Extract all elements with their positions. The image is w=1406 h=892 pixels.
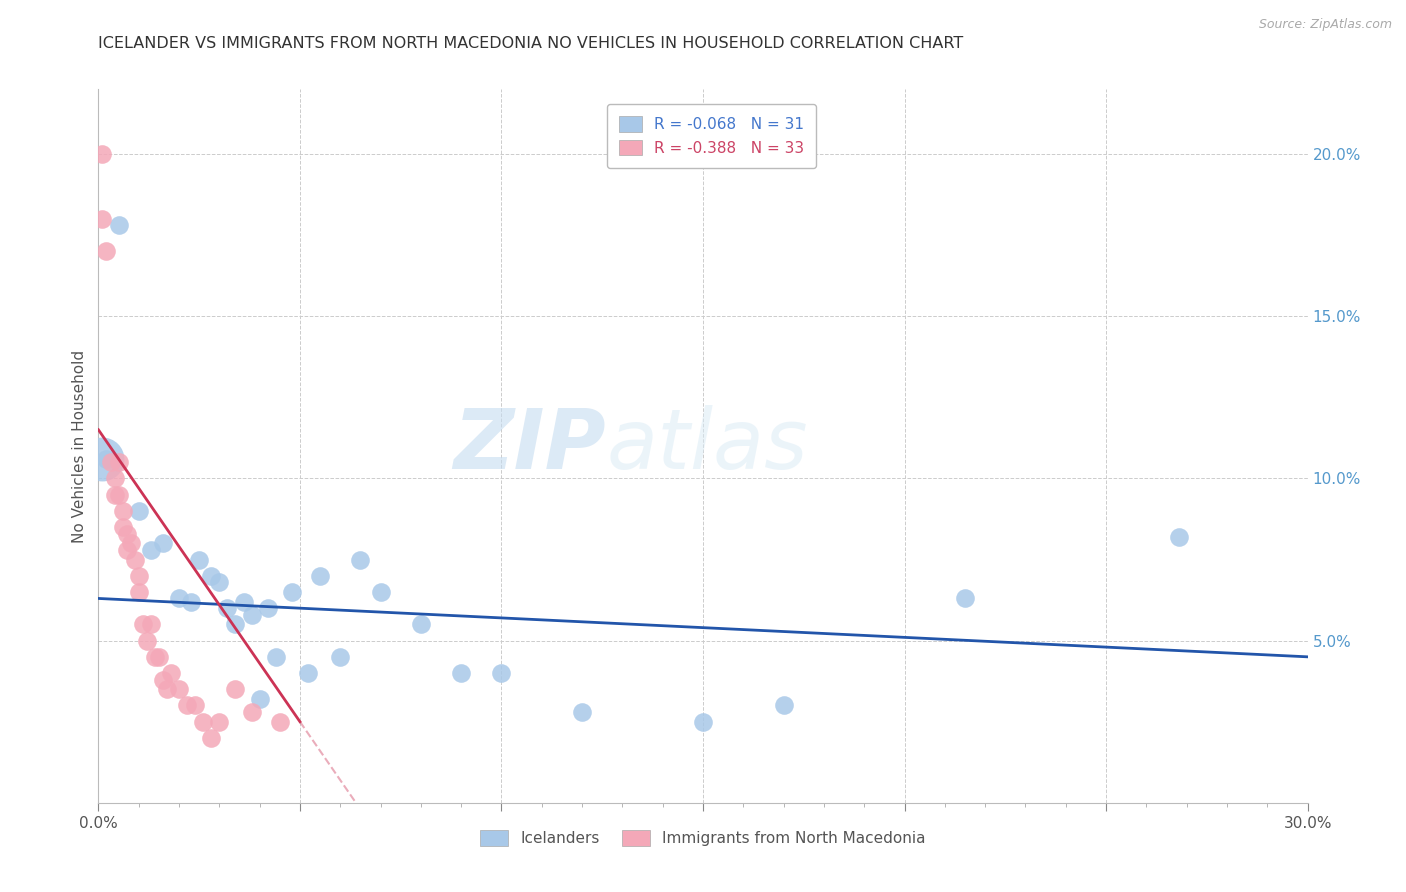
Point (139, 542, 162, 557)
Point (450, 666, 472, 681)
Point (107, 455, 129, 469)
Point (208, 714, 231, 729)
Point (111, 504, 134, 518)
Point (148, 649, 170, 664)
Point (297, 666, 319, 681)
Point (217, 601, 239, 615)
Point (96, 452, 118, 467)
Point (309, 568, 332, 582)
Point (224, 617, 246, 632)
Point (120, 536, 142, 550)
Point (103, 471, 125, 485)
Point (281, 585, 304, 599)
Point (224, 682, 246, 697)
Point (107, 488, 129, 502)
Point (329, 649, 352, 664)
Point (491, 666, 513, 681)
Point (111, 520, 134, 534)
Point (953, 591, 976, 606)
Point (264, 649, 287, 664)
Point (184, 698, 207, 713)
Point (249, 692, 271, 706)
Point (135, 633, 157, 648)
Legend: Icelanders, Immigrants from North Macedonia: Icelanders, Immigrants from North Macedo… (474, 824, 932, 852)
Text: ZIP: ZIP (454, 406, 606, 486)
Point (115, 526, 138, 541)
Point (91, 147, 114, 161)
Point (176, 698, 198, 713)
Point (180, 595, 202, 609)
Point (772, 698, 794, 713)
Point (370, 585, 392, 599)
Point (193, 714, 215, 729)
Point (91, 211, 114, 226)
Y-axis label: No Vehicles in Household: No Vehicles in Household (72, 350, 87, 542)
Point (232, 595, 254, 609)
Point (256, 601, 278, 615)
Point (124, 552, 146, 566)
Point (143, 649, 166, 664)
Text: ICELANDER VS IMMIGRANTS FROM NORTH MACEDONIA NO VEHICLES IN HOUSEHOLD CORRELATIO: ICELANDER VS IMMIGRANTS FROM NORTH MACED… (98, 36, 963, 51)
Point (571, 705, 593, 719)
Point (152, 673, 174, 687)
Point (1167, 530, 1189, 544)
Point (188, 552, 211, 566)
Point (115, 542, 138, 557)
Point (269, 714, 291, 729)
Point (409, 617, 432, 632)
Text: Source: ZipAtlas.com: Source: ZipAtlas.com (1258, 18, 1392, 31)
Point (128, 585, 150, 599)
Point (349, 552, 371, 566)
Point (128, 568, 150, 582)
Point (103, 488, 125, 502)
Text: atlas: atlas (606, 406, 808, 486)
Point (240, 607, 263, 622)
Point (167, 682, 190, 697)
Point (240, 705, 263, 719)
Point (200, 731, 222, 745)
Point (156, 682, 179, 697)
Point (96, 244, 118, 259)
Point (152, 536, 174, 550)
Point (91, 452, 114, 467)
Point (200, 568, 222, 582)
Point (208, 575, 231, 590)
Point (128, 504, 150, 518)
Point (160, 666, 183, 681)
Point (139, 617, 162, 632)
Point (692, 714, 714, 729)
Point (132, 617, 155, 632)
Point (100, 455, 122, 469)
Point (167, 591, 190, 606)
Point (107, 219, 129, 233)
